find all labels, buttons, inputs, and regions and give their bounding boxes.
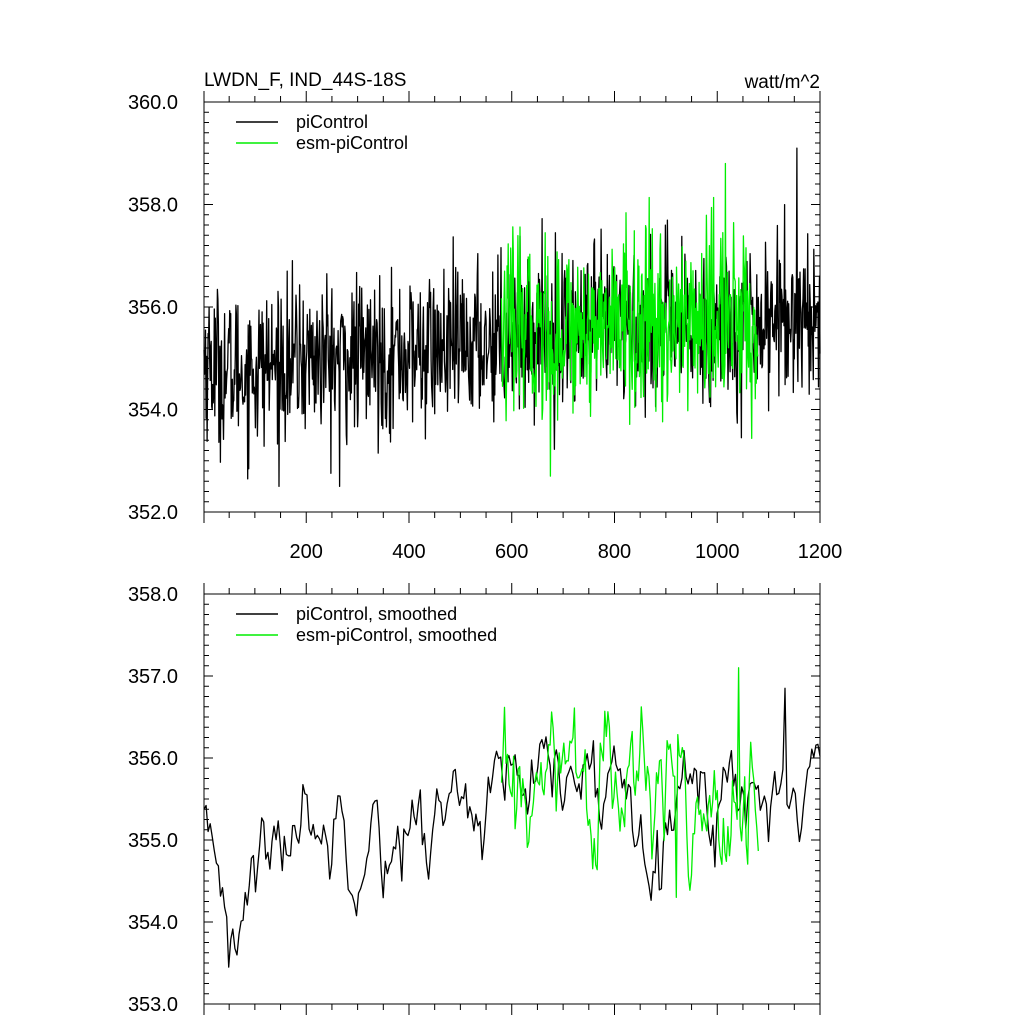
y-tick-label: 358.0 bbox=[128, 195, 178, 217]
x-tick-label: 1000 bbox=[695, 541, 740, 563]
y-tick-label: 354.0 bbox=[128, 400, 178, 422]
x-tick-label: 200 bbox=[290, 541, 323, 563]
legend-label: esm-piControl, smoothed bbox=[296, 625, 497, 645]
plot-frame bbox=[203, 593, 821, 1005]
chart-title: LWDN_F, IND_44S-18S bbox=[204, 70, 406, 91]
legend-label: piControl bbox=[296, 112, 368, 132]
plot-frame bbox=[203, 101, 821, 513]
x-tick-label: 600 bbox=[495, 541, 528, 563]
y-tick-label: 355.0 bbox=[128, 830, 178, 852]
y-tick-label: 356.0 bbox=[128, 748, 178, 770]
x-tick-label: 1200 bbox=[798, 541, 843, 563]
legend-label: esm-piControl bbox=[296, 133, 408, 153]
legend-label: piControl, smoothed bbox=[296, 604, 457, 624]
y-tick-label: 353.0 bbox=[128, 994, 178, 1016]
x-tick-label: 400 bbox=[392, 541, 425, 563]
bottom-panel: 353.0 354.0 355.0 356.0 357.0 358.0 piControl… bbox=[128, 583, 821, 1016]
y-tick-label: 354.0 bbox=[128, 912, 178, 934]
series-line-esm-picontrol-smoothed bbox=[500, 667, 759, 899]
units-label: watt/m^2 bbox=[744, 72, 820, 93]
x-tick-label: 800 bbox=[598, 541, 631, 563]
y-tick-label: 360.0 bbox=[128, 92, 178, 114]
series-line-esm-picontrol bbox=[500, 162, 759, 477]
y-tick-label: 357.0 bbox=[128, 666, 178, 688]
y-tick-label: 352.0 bbox=[128, 502, 178, 524]
top-panel: LWDN_F, IND_44S-18S watt/m^2 352.0 354.0 3… bbox=[128, 70, 842, 563]
y-tick-label: 356.0 bbox=[128, 297, 178, 319]
y-tick-label: 358.0 bbox=[128, 584, 178, 606]
